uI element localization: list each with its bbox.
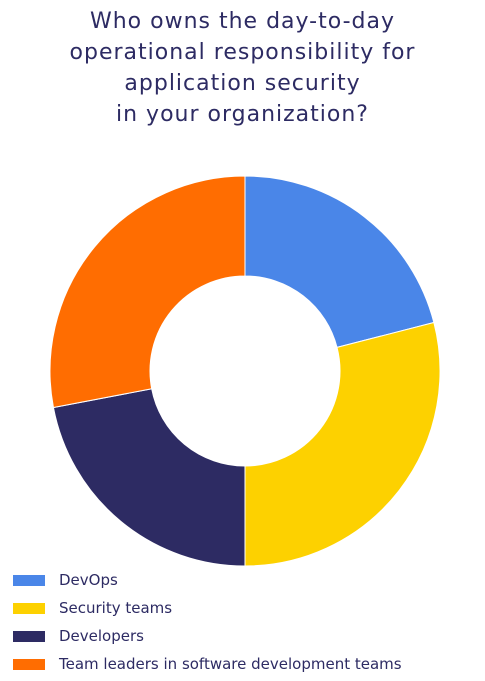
chart-title-line-3: application security xyxy=(124,71,361,96)
legend-item-security-teams: Security teams xyxy=(13,594,483,622)
legend-label-team-leaders: Team leaders in software development tea… xyxy=(59,655,402,673)
donut-slice-team-leaders xyxy=(49,175,246,409)
legend-swatch-devops xyxy=(13,574,45,586)
legend-item-developers: Developers xyxy=(13,622,483,650)
chart-title: Who owns the day-to-day operational resp… xyxy=(0,6,485,130)
legend-swatch-team-leaders xyxy=(13,658,45,670)
chart-title-line-1: Who owns the day-to-day xyxy=(89,9,395,34)
chart-legend: DevOps Security teams Developers Team le… xyxy=(13,566,483,678)
chart-title-line-2: operational responsibility for xyxy=(69,40,416,65)
legend-swatch-developers xyxy=(13,630,45,642)
legend-swatch-security-teams xyxy=(13,602,45,614)
legend-label-developers: Developers xyxy=(59,627,144,645)
legend-label-security-teams: Security teams xyxy=(59,599,173,617)
legend-item-devops: DevOps xyxy=(13,566,483,594)
donut-slice-devops xyxy=(244,175,435,348)
legend-label-devops: DevOps xyxy=(59,571,118,589)
chart-title-line-4: in your organization? xyxy=(116,102,369,127)
donut-slice-developers xyxy=(52,388,246,567)
donut-slice-security-teams xyxy=(244,321,441,567)
legend-item-team-leaders: Team leaders in software development tea… xyxy=(13,650,483,678)
